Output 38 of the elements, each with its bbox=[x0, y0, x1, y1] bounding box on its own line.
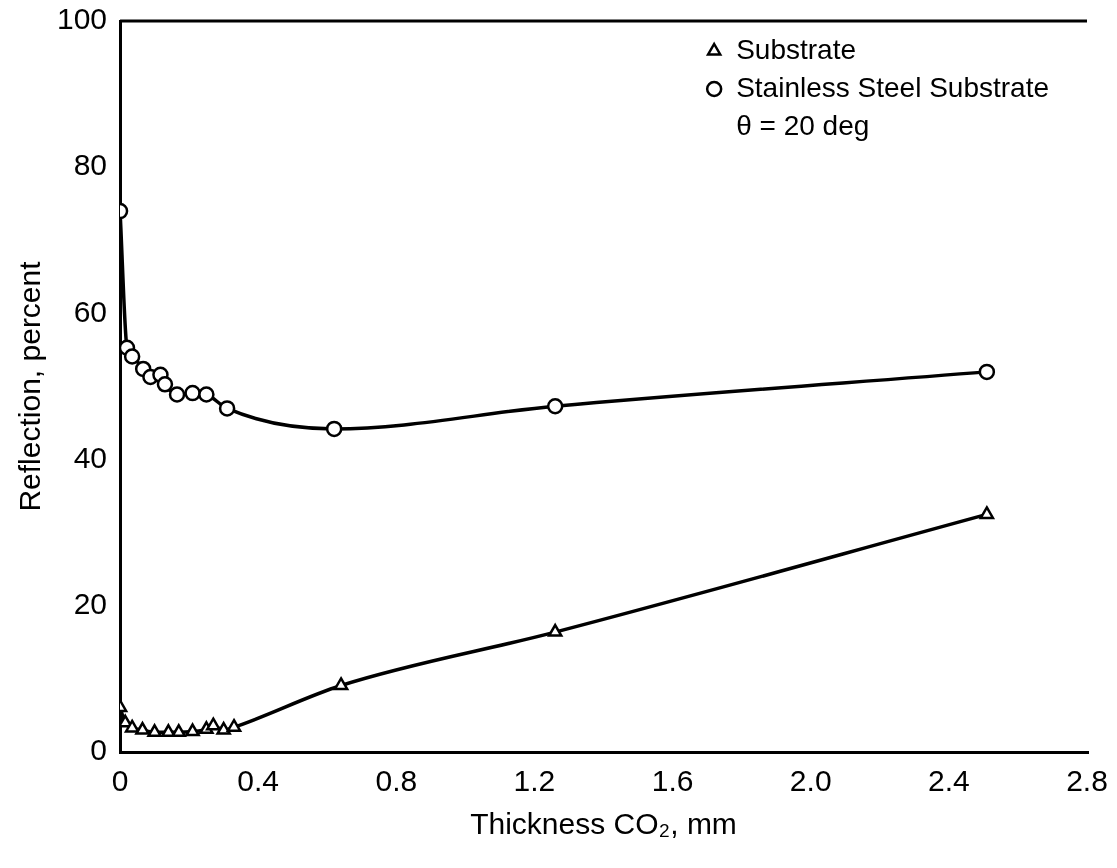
point bbox=[168, 386, 186, 403]
annotation: θ = 20 deg bbox=[736, 109, 870, 141]
point bbox=[171, 724, 187, 738]
point bbox=[184, 384, 201, 402]
point bbox=[325, 420, 343, 438]
y-tick-label: 100 bbox=[56, 2, 108, 36]
x-tick-label: 0.4 bbox=[237, 764, 280, 798]
point bbox=[547, 623, 563, 637]
point bbox=[333, 677, 349, 691]
x-tick-label: 0 bbox=[111, 764, 129, 798]
point bbox=[216, 721, 231, 735]
y-axis-title: Reflection, percent bbox=[13, 260, 47, 512]
point bbox=[147, 724, 162, 738]
x-axis-title: Thickness CO₂, mm bbox=[470, 807, 737, 841]
x-tick-label: 2.8 bbox=[1066, 764, 1108, 798]
x-tick-label: 1.6 bbox=[651, 764, 694, 798]
y-tick-label: 60 bbox=[73, 294, 108, 328]
x-tick-label: 1.2 bbox=[513, 764, 556, 798]
point bbox=[198, 386, 215, 403]
point bbox=[205, 717, 221, 731]
x-tick-label: 2.4 bbox=[928, 764, 970, 798]
legend-label: Stainless Steel Substrate bbox=[736, 71, 1049, 103]
point bbox=[978, 363, 996, 381]
y-tick-label: 80 bbox=[73, 148, 108, 182]
point bbox=[979, 506, 995, 520]
point bbox=[218, 400, 236, 417]
y-tick-label: 40 bbox=[73, 440, 108, 474]
legend-label: Substrate bbox=[736, 33, 857, 65]
x-tick-label: 2.0 bbox=[789, 764, 832, 798]
y-tick-label: 0 bbox=[90, 733, 108, 767]
point bbox=[135, 721, 150, 735]
point bbox=[226, 718, 242, 732]
y-tick-label: 20 bbox=[73, 587, 108, 621]
x-tick-label: 0.8 bbox=[375, 764, 418, 798]
point bbox=[185, 723, 200, 737]
point bbox=[123, 348, 141, 365]
point bbox=[156, 376, 174, 393]
point bbox=[546, 397, 564, 415]
